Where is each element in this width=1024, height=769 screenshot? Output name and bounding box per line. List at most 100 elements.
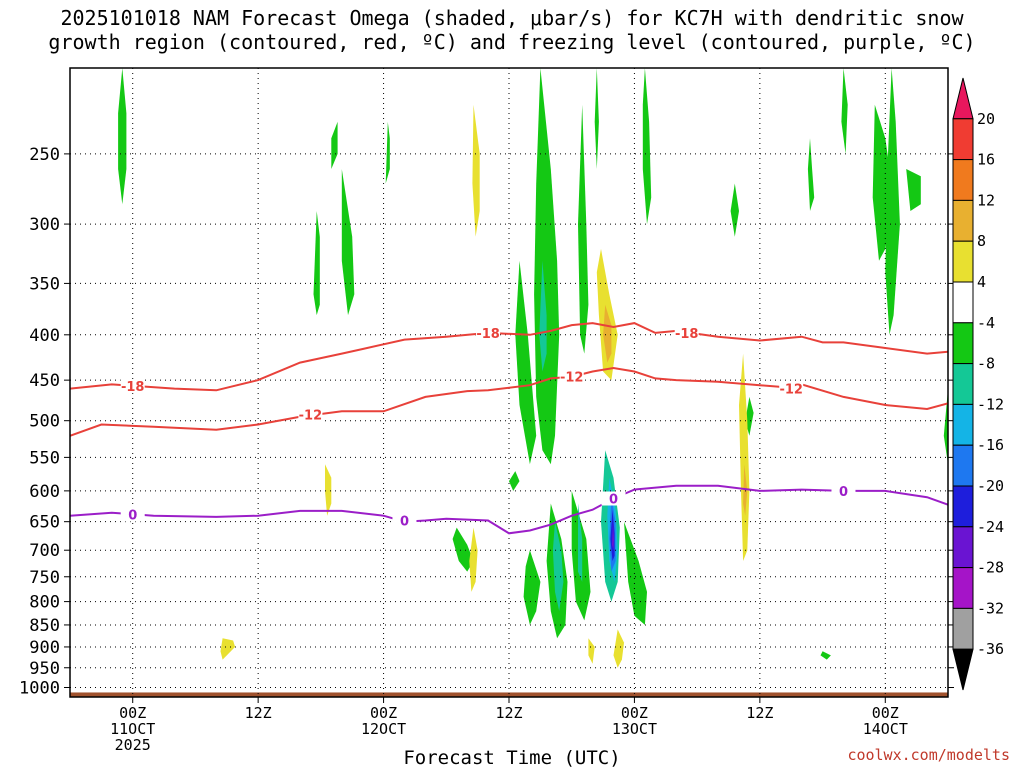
y-tick-label-750: 750 (29, 568, 60, 588)
omega-region-0-16 (509, 471, 520, 491)
colorbar-box-7 (952, 363, 974, 405)
omega-region-0-11 (807, 138, 815, 211)
contour-label--18-1: -18 (476, 327, 500, 342)
colorbar-label-6: -8 (977, 355, 995, 373)
omega-region-7-0 (603, 304, 612, 363)
omega-region-0-7 (578, 104, 589, 354)
chart-title-line1: 2025101018 NAM Forecast Omega (shaded, μ… (60, 6, 964, 30)
omega-region-0-17 (452, 527, 474, 572)
omega-region-6-7 (613, 629, 624, 668)
omega-region-6-0 (472, 104, 480, 237)
x-tick-label-24: 00Z (370, 704, 397, 722)
colorbar-label-2: 12 (977, 191, 995, 209)
contour-line-0 (70, 484, 948, 535)
contour-label-bg (601, 491, 626, 506)
omega-region-6-3 (325, 464, 332, 516)
contour-label-bg (831, 483, 856, 498)
contour-label-bg (779, 381, 804, 396)
omega-region-0-10 (730, 183, 739, 237)
contour-label-bg (559, 369, 584, 384)
y-tick-label-250: 250 (29, 145, 60, 165)
y-tick-label-650: 650 (29, 513, 60, 533)
omega-region-0-14 (906, 169, 921, 211)
x-tick-label-48: 00Z (621, 704, 648, 722)
x-tick-sublabel-24: 12OCT (361, 720, 406, 738)
credit-label: coolwx.com/modelts (847, 746, 1010, 764)
ground-strip (70, 692, 948, 697)
omega-region-0-13 (885, 68, 900, 335)
omega-region-0-23 (943, 388, 948, 465)
y-tick-label-300: 300 (29, 215, 60, 235)
omega-region-5-0 (612, 521, 614, 551)
omega-region-0-8 (594, 68, 599, 169)
contour-label--12-1: -12 (560, 371, 584, 386)
colorbar-label-5: -4 (977, 314, 995, 332)
y-tick-label-550: 550 (29, 448, 60, 468)
omega-region-6-4 (469, 527, 478, 592)
contour-label-bg (120, 507, 145, 522)
omega-region-0-5 (534, 68, 560, 465)
y-tick-label-500: 500 (29, 412, 60, 432)
y-tick-label-850: 850 (29, 616, 60, 636)
x-tick-sublabel-48: 13OCT (612, 720, 657, 738)
colorbar-box-8 (952, 403, 974, 446)
colorbar-box-5 (952, 281, 974, 324)
contour-label--12-2: -12 (779, 383, 803, 398)
contour-label--12-0: -12 (299, 408, 323, 423)
omega-region-0-6 (515, 260, 537, 465)
colorbar-label-10: -24 (977, 518, 1004, 536)
x-tick-sublabel-72: 14OCT (863, 720, 908, 738)
y-tick-label-700: 700 (29, 541, 60, 561)
omega-region-0-21 (624, 521, 647, 625)
colorbar-label-3: 8 (977, 232, 986, 250)
y-tick-label-1000: 1000 (19, 678, 60, 698)
colorbar-label-7: -12 (977, 395, 1004, 413)
colorbar-arrow-top (952, 77, 974, 120)
colorbar-box-1 (952, 118, 974, 161)
colorbar-box-3 (952, 199, 974, 242)
x-tick-sublabel-0: 11OCT (110, 720, 155, 738)
x-tick-label-72: 00Z (872, 704, 899, 722)
omega-region-1-1 (552, 521, 564, 612)
omega-region-0-1 (331, 121, 338, 169)
omega-region-0-3 (341, 169, 355, 316)
x-axis-title: Forecast Time (UTC) (403, 747, 621, 769)
contour-label-0-3: 0 (839, 485, 848, 500)
colorbar-label-13: -36 (977, 640, 1004, 658)
chart-title: 2025101018 NAM Forecast Omega (shaded, μ… (0, 6, 1024, 54)
omega-region-0-4 (385, 121, 390, 184)
contour-label--18-2: -18 (675, 327, 699, 342)
colorbar-box-10 (952, 485, 974, 528)
colorbar-box-2 (952, 159, 974, 201)
plot-area: -18 -18 -18 -12 -12 -12 0 0 0 0 (70, 68, 948, 697)
omega-region-1-0 (539, 260, 547, 372)
colorbar-box-4 (952, 240, 974, 283)
y-tick-label-400: 400 (29, 326, 60, 346)
omega-region-0-15 (841, 68, 848, 154)
contour-label-bg (298, 407, 323, 422)
contour-label-0-2: 0 (609, 492, 618, 507)
x-tick-label-0: 00Z (119, 704, 146, 722)
omega-region-0-24 (820, 651, 831, 660)
colorbar-label-8: -16 (977, 436, 1004, 454)
omega-region-6-2 (739, 353, 750, 561)
colorbar-label-9: -20 (977, 477, 1004, 495)
contour-label-bg (674, 325, 699, 340)
colorbar-arrow-bottom (952, 648, 974, 691)
y-tick-label-800: 800 (29, 593, 60, 613)
omega-region-0-2 (313, 211, 320, 316)
y-tick-label-350: 350 (29, 274, 60, 294)
colorbar-box-13 (952, 607, 974, 650)
omega-region-0-0 (118, 68, 127, 205)
x-tick-label-60: 12Z (746, 704, 773, 722)
x-tick-label-36: 12Z (495, 704, 522, 722)
omega-region-0-9 (642, 68, 652, 225)
contour-label-0-0: 0 (128, 509, 137, 524)
contour-label-bg (392, 513, 417, 528)
contour-label--18-0: -18 (121, 380, 145, 395)
colorbar-box-6 (952, 322, 974, 365)
x-tick-label-12: 12Z (245, 704, 272, 722)
contour-label-bg (476, 325, 501, 340)
colorbar-label-11: -28 (977, 559, 1004, 577)
